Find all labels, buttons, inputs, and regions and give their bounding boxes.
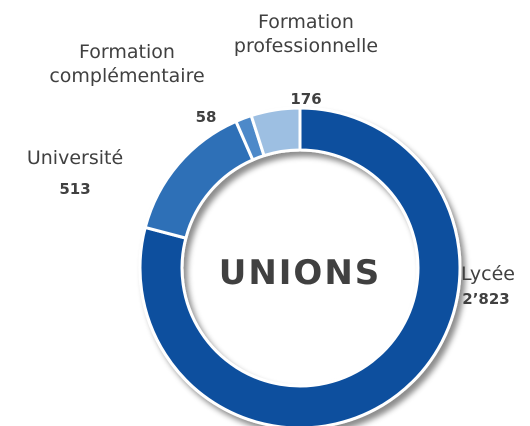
donut-segment	[249, 106, 302, 158]
category-label: Lycée	[461, 263, 515, 285]
value-label: 2’823	[462, 290, 510, 308]
category-label: Formation professionnelle	[233, 11, 379, 57]
value-label: 176	[290, 90, 322, 108]
value-label: 58	[195, 108, 217, 126]
value-label: 513	[59, 180, 91, 198]
center-label: UNIONS	[219, 253, 382, 293]
category-label: Formation complémentaire	[49, 41, 205, 87]
donut-segment	[143, 119, 255, 240]
category-label: Université	[26, 147, 124, 169]
donut-segment	[138, 106, 462, 426]
